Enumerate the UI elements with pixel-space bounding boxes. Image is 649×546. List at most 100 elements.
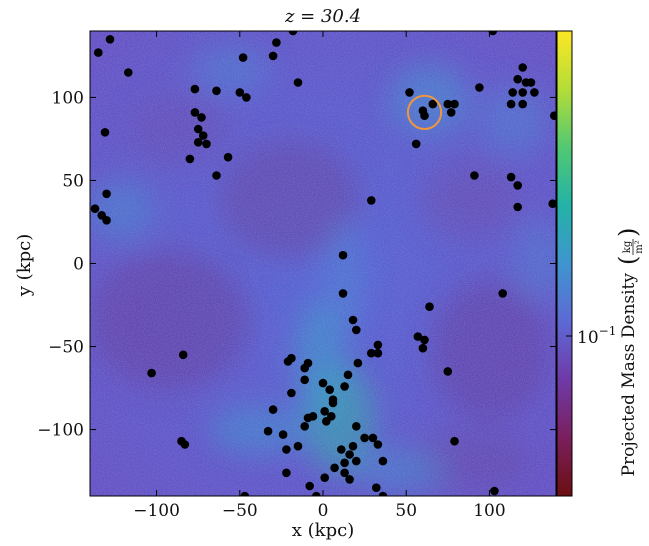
scatter-point bbox=[352, 422, 361, 431]
scatter-point bbox=[345, 450, 354, 459]
scatter-point bbox=[348, 315, 358, 325]
scatter-point bbox=[197, 113, 206, 122]
scatter-point bbox=[518, 88, 527, 97]
scatter-point bbox=[278, 430, 288, 439]
y-axis-label: y (kpc) bbox=[14, 234, 35, 297]
scatter-point bbox=[263, 426, 273, 436]
scatter-point bbox=[318, 378, 328, 388]
y-tick-label: 50 bbox=[62, 171, 84, 191]
scatter-point bbox=[235, 88, 245, 97]
scatter-point bbox=[450, 436, 459, 446]
density-map bbox=[90, 31, 556, 496]
scatter-point bbox=[513, 181, 522, 190]
scatter-point bbox=[198, 131, 208, 140]
scatter-point bbox=[90, 204, 100, 213]
svg-text:): ) bbox=[614, 228, 642, 237]
scatter-point bbox=[425, 302, 434, 312]
scatter-point bbox=[373, 348, 383, 358]
scatter-point bbox=[305, 481, 315, 491]
scatter-point bbox=[405, 88, 414, 97]
scatter-point bbox=[300, 422, 310, 431]
scatter-point bbox=[293, 441, 303, 451]
scatter-point bbox=[490, 486, 499, 496]
scatter-point bbox=[345, 475, 354, 484]
scatter-point bbox=[105, 35, 115, 44]
colorbar bbox=[556, 30, 573, 497]
scatter-point bbox=[450, 99, 459, 109]
scatter-point bbox=[190, 84, 200, 94]
x-tick-label: 100 bbox=[473, 501, 505, 521]
colorbar-tick-label: 10−1 bbox=[577, 324, 616, 348]
scatter-point bbox=[378, 456, 388, 466]
colorbar-label: Projected Mass Density ( kg m² ) bbox=[614, 228, 645, 477]
scatter-point bbox=[178, 350, 188, 360]
scatter-point bbox=[420, 111, 429, 120]
x-tick-label: 50 bbox=[395, 501, 417, 521]
scatter-point bbox=[368, 433, 378, 443]
y-tick-label: −100 bbox=[37, 421, 84, 441]
scatter-point bbox=[300, 363, 310, 373]
scatter-point bbox=[337, 445, 346, 454]
scatter-point bbox=[518, 63, 527, 72]
scatter-point bbox=[202, 139, 211, 149]
scatter-point bbox=[287, 388, 296, 398]
scatter-point bbox=[548, 199, 556, 208]
x-tick-label: −50 bbox=[222, 501, 258, 521]
scatter-point bbox=[223, 152, 233, 162]
y-tick-label: −50 bbox=[48, 338, 84, 358]
y-tick-label: 100 bbox=[52, 88, 84, 108]
scatter-point bbox=[428, 99, 438, 109]
scatter-point bbox=[330, 463, 339, 473]
scatter-point bbox=[320, 407, 330, 416]
scatter-point bbox=[526, 78, 536, 87]
scatter-point bbox=[94, 48, 103, 57]
scatter-point bbox=[282, 468, 291, 478]
scatter-point bbox=[530, 88, 539, 97]
scatter-point bbox=[488, 31, 498, 36]
scatter-point bbox=[293, 78, 303, 87]
scatter-point bbox=[413, 332, 423, 341]
scatter-point bbox=[420, 335, 429, 345]
scatter-point bbox=[193, 124, 203, 134]
scatter-point bbox=[372, 483, 381, 493]
y-axis-ticks: −100 −50 0 50 100 bbox=[37, 88, 556, 441]
scatter-point bbox=[518, 99, 527, 109]
scatter-point bbox=[102, 189, 111, 199]
svg-text:(: ( bbox=[614, 256, 642, 265]
scatter-points bbox=[90, 31, 556, 496]
scatter-point bbox=[212, 86, 221, 96]
scatter-point bbox=[240, 491, 250, 496]
scatter-point bbox=[367, 348, 376, 358]
scatter-point bbox=[282, 445, 291, 454]
scatter-point bbox=[100, 128, 110, 137]
scatter-point bbox=[513, 74, 522, 84]
x-tick-label: 0 bbox=[318, 501, 329, 521]
scatter-point bbox=[378, 491, 388, 496]
svg-text:m²: m² bbox=[634, 240, 645, 254]
scatter-point bbox=[300, 375, 310, 385]
scatter-point bbox=[373, 440, 383, 449]
scatter-point bbox=[288, 31, 298, 36]
scatter-point bbox=[340, 468, 349, 478]
scatter-point bbox=[475, 83, 484, 92]
scatter-point bbox=[360, 433, 369, 443]
scatter-point bbox=[508, 88, 517, 97]
scatter-point bbox=[443, 99, 453, 109]
highlight-circle bbox=[406, 94, 443, 130]
svg-text:kg: kg bbox=[622, 240, 633, 253]
scatter-point bbox=[147, 368, 156, 378]
scatter-point bbox=[327, 412, 336, 421]
chart-title: z = 30.4 bbox=[284, 6, 361, 27]
scatter-point bbox=[352, 456, 361, 466]
scatter-point bbox=[340, 458, 349, 468]
scatter-point bbox=[352, 325, 361, 335]
scatter-point bbox=[343, 370, 353, 380]
svg-text:Projected Mass Density: Projected Mass Density bbox=[619, 273, 639, 477]
scatter-point bbox=[268, 51, 278, 61]
scatter-point bbox=[303, 413, 313, 423]
scatter-point bbox=[185, 154, 195, 164]
scatter-point bbox=[312, 491, 321, 496]
scatter-point bbox=[348, 441, 358, 451]
scatter-point bbox=[328, 398, 338, 408]
